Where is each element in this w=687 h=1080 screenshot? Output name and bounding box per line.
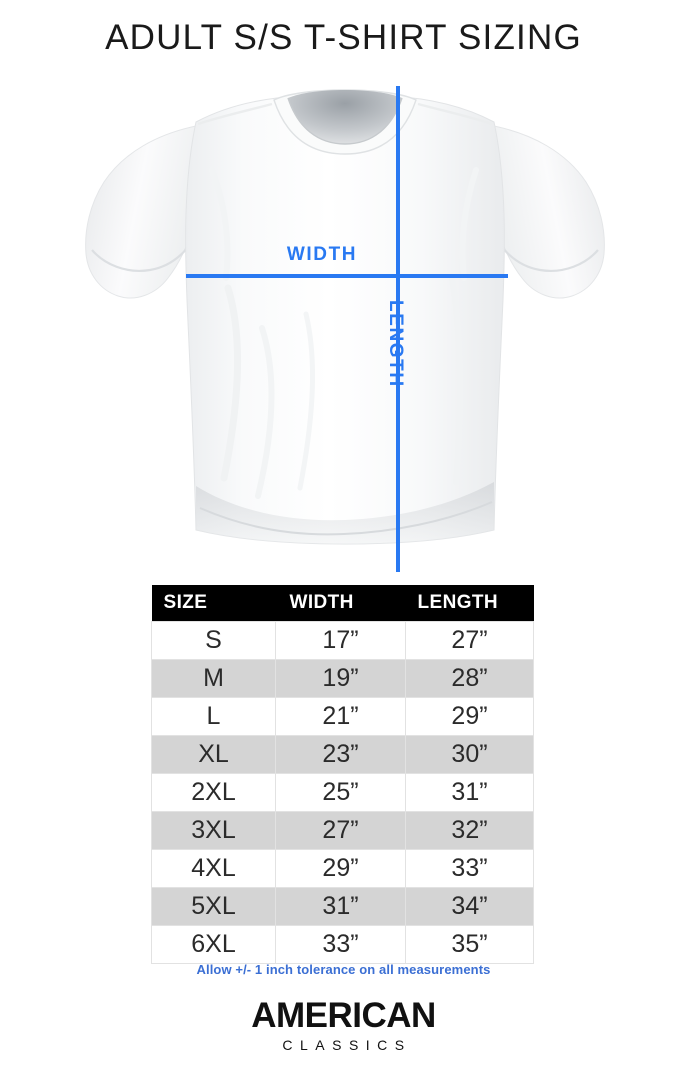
table-row: 2XL 25” 31” (151, 773, 534, 812)
width-measure-line (186, 274, 508, 278)
page-title: ADULT S/S T-SHIRT SIZING (105, 18, 582, 57)
cell-length: 29” (405, 697, 534, 736)
column-header-size: SIZE (151, 585, 276, 622)
cell-length: 31” (405, 773, 534, 812)
length-measure-label: LENGTH (385, 300, 406, 388)
cell-width: 19” (275, 659, 406, 698)
cell-width: 23” (275, 735, 406, 774)
brand-logo: AMERICAN CLASSICS (0, 997, 687, 1055)
cell-size: L (151, 697, 276, 736)
cell-width: 17” (275, 621, 406, 660)
table-row: M 19” 28” (151, 659, 534, 698)
cell-length: 33” (405, 849, 534, 888)
cell-size: 2XL (151, 773, 276, 812)
table-row: 5XL 31” 34” (151, 887, 534, 926)
tolerance-note: Allow +/- 1 inch tolerance on all measur… (196, 962, 491, 977)
cell-size: 6XL (151, 925, 276, 964)
cell-size: 5XL (151, 887, 276, 926)
cell-length: 32” (405, 811, 534, 850)
size-chart-table-wrapper: SIZE WIDTH LENGTH S 17” 27” M 19” 28” L 21” 29” X… (151, 585, 534, 964)
table-row: L 21” 29” (151, 697, 534, 736)
tshirt-illustration (85, 89, 605, 545)
cell-size: M (151, 659, 276, 698)
table-row: S 17” 27” (151, 621, 534, 660)
cell-width: 29” (275, 849, 406, 888)
cell-length: 34” (405, 887, 534, 926)
cell-size: XL (151, 735, 276, 774)
cell-size: S (151, 621, 276, 660)
cell-length: 28” (405, 659, 534, 698)
cell-width: 33” (275, 925, 406, 964)
table-header-row: SIZE WIDTH LENGTH (151, 585, 534, 622)
cell-width: 31” (275, 887, 406, 926)
table-row: 3XL 27” 32” (151, 811, 534, 850)
table-body: S 17” 27” M 19” 28” L 21” 29” XL 23” 30” 2XL 25” 31” 3X… (151, 621, 534, 964)
brand-name-primary: AMERICAN (251, 996, 436, 1035)
length-measure-line (396, 86, 400, 572)
width-measure-label: WIDTH (286, 244, 358, 265)
cell-length: 27” (405, 621, 534, 660)
cell-size: 4XL (151, 849, 276, 888)
brand-name-secondary: CLASSICS (282, 1037, 412, 1053)
table-header: SIZE WIDTH LENGTH (151, 585, 534, 622)
table-row: XL 23” 30” (151, 735, 534, 774)
cell-length: 35” (405, 925, 534, 964)
cell-size: 3XL (151, 811, 276, 850)
cell-length: 30” (405, 735, 534, 774)
size-chart-table: SIZE WIDTH LENGTH S 17” 27” M 19” 28” L 21” 29” X… (151, 585, 534, 964)
column-header-width: WIDTH (275, 585, 406, 622)
tshirt-diagram: WIDTH LENGTH (0, 78, 687, 578)
column-header-length: LENGTH (405, 585, 534, 622)
cell-width: 25” (275, 773, 406, 812)
cell-width: 27” (275, 811, 406, 850)
table-row: 6XL 33” 35” (151, 925, 534, 964)
table-row: 4XL 29” 33” (151, 849, 534, 888)
cell-width: 21” (275, 697, 406, 736)
